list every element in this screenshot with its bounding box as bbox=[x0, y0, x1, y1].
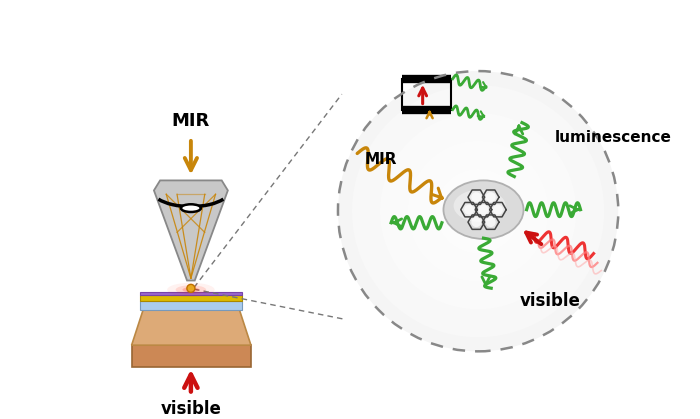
Ellipse shape bbox=[187, 289, 195, 291]
FancyBboxPatch shape bbox=[140, 292, 241, 295]
Text: luminescence: luminescence bbox=[555, 130, 672, 145]
Text: MIR: MIR bbox=[172, 112, 210, 130]
Ellipse shape bbox=[454, 190, 505, 222]
Ellipse shape bbox=[176, 285, 206, 294]
Circle shape bbox=[338, 71, 618, 352]
Text: visible: visible bbox=[160, 400, 221, 418]
Ellipse shape bbox=[181, 204, 201, 212]
Circle shape bbox=[408, 141, 548, 281]
Circle shape bbox=[479, 204, 489, 215]
Ellipse shape bbox=[444, 181, 524, 239]
Circle shape bbox=[486, 192, 496, 202]
Text: visible: visible bbox=[519, 292, 580, 310]
FancyBboxPatch shape bbox=[140, 295, 241, 301]
Polygon shape bbox=[132, 310, 251, 345]
Text: MIR: MIR bbox=[365, 152, 398, 166]
FancyBboxPatch shape bbox=[140, 301, 241, 310]
Ellipse shape bbox=[183, 287, 200, 292]
Circle shape bbox=[187, 285, 195, 292]
Circle shape bbox=[352, 85, 604, 337]
Ellipse shape bbox=[167, 283, 215, 297]
Circle shape bbox=[471, 217, 482, 227]
Circle shape bbox=[380, 113, 576, 309]
Circle shape bbox=[464, 204, 474, 215]
Circle shape bbox=[471, 192, 482, 202]
Circle shape bbox=[493, 204, 503, 215]
Polygon shape bbox=[154, 181, 228, 280]
Circle shape bbox=[436, 169, 520, 253]
FancyBboxPatch shape bbox=[132, 345, 251, 367]
Circle shape bbox=[486, 217, 496, 227]
